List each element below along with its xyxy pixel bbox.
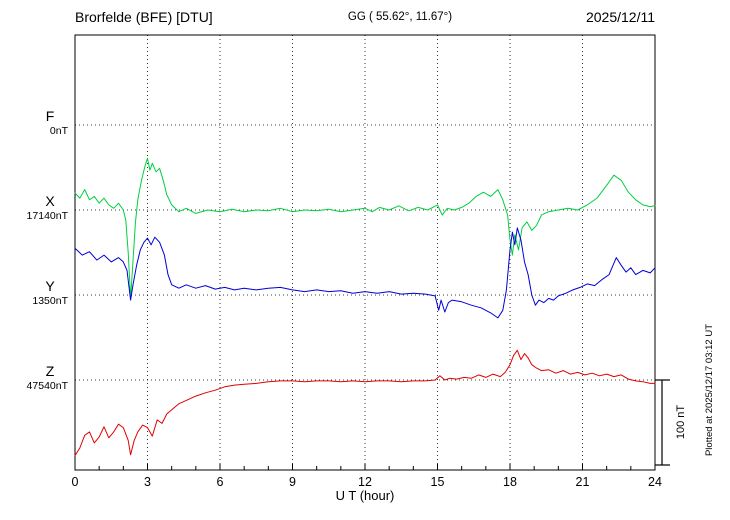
x-tick-label: 3 [144, 475, 151, 489]
scale-bar-label: 100 nT [675, 405, 687, 440]
series-baseline-value-Z: 47540nT [27, 380, 69, 392]
gg-coordinates: GG ( 55.62°, 11.67°) [348, 11, 452, 23]
x-tick-label: 15 [431, 475, 445, 489]
x-tick-label: 0 [72, 475, 79, 489]
series-trace-Y [74, 227, 656, 319]
series-label-X: X [45, 193, 55, 209]
series-trace-Z [74, 349, 656, 457]
plot-border [74, 34, 656, 471]
series-label-F: F [46, 108, 55, 124]
x-tick-label: 12 [358, 475, 372, 489]
series-label-Z: Z [46, 363, 55, 379]
plotted-at-note: Plotted at 2025/12/17 03:12 UT [704, 324, 715, 456]
series-baseline-value-Y: 1350nT [32, 295, 68, 307]
series-label-Y: Y [45, 278, 55, 294]
x-axis-label: U T (hour) [336, 488, 395, 503]
station-title: Brorfelde (BFE) [DTU] [75, 9, 213, 25]
x-tick-label: 9 [289, 475, 296, 489]
x-tick-label: 21 [576, 475, 590, 489]
plot-date: 2025/12/11 [586, 9, 655, 25]
series-baseline-value-F: 0nT [50, 125, 69, 137]
series-baseline-value-X: 17140nT [27, 210, 69, 222]
x-tick-label: 18 [503, 475, 517, 489]
x-tick-label: 6 [217, 475, 224, 489]
x-tick-label: 24 [648, 475, 662, 489]
series-trace-X [74, 157, 656, 299]
